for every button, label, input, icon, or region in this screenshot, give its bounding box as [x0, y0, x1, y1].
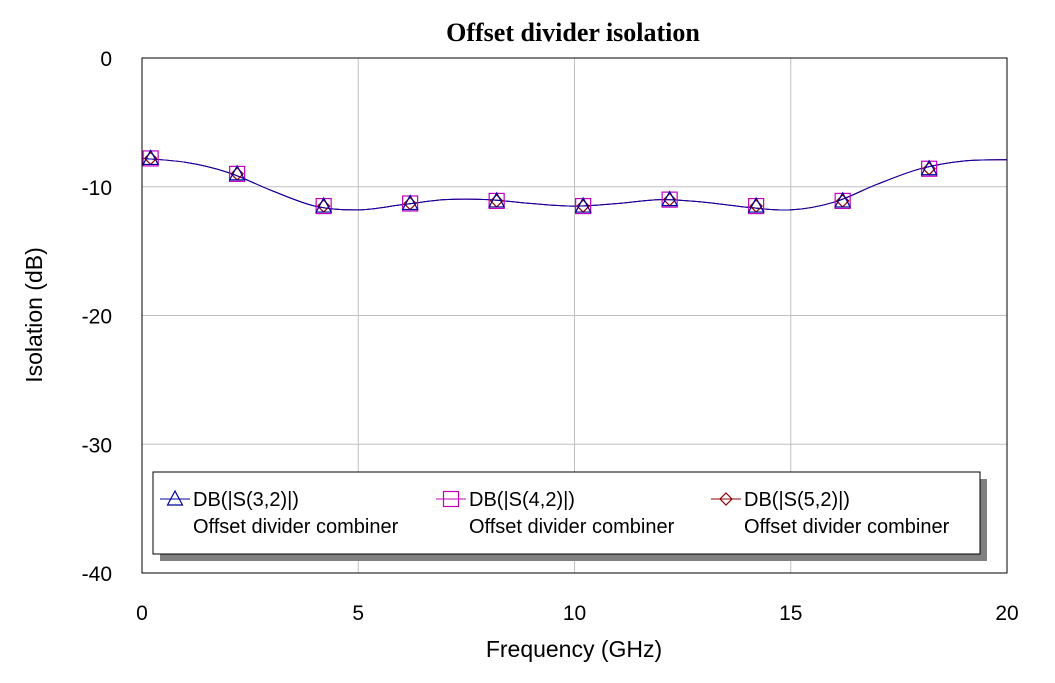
triangle-marker: [488, 191, 506, 208]
legend-diamond-icon: [719, 492, 733, 506]
y-tick-label: -40: [82, 563, 112, 586]
legend-series-name: DB(|S(3,2)|): [193, 489, 299, 511]
x-tick-label: 20: [995, 602, 1018, 625]
legend-square-icon: [442, 490, 460, 508]
triangle-marker: [142, 149, 160, 166]
triangle-marker: [315, 196, 333, 213]
series-lines: [141, 157, 1008, 211]
x-tick-label: 15: [779, 602, 802, 625]
legend-series-subtitle: Offset divider combiner: [744, 516, 950, 538]
legend-triangle-icon: [166, 489, 184, 506]
triangle-marker: [661, 190, 679, 207]
legend-series-subtitle: Offset divider combiner: [193, 516, 399, 538]
y-tick-label: -10: [82, 177, 112, 200]
series-line-triangle: [141, 157, 1008, 211]
triangle-marker: [747, 196, 765, 213]
x-tick-label: 10: [563, 602, 586, 625]
legend-series-subtitle: Offset divider combiner: [469, 516, 675, 538]
y-tick-label: -30: [82, 434, 112, 457]
y-tick-label: 0: [100, 48, 112, 71]
triangle-marker: [920, 159, 938, 176]
triangle-marker: [574, 196, 592, 213]
x-axis-label: Frequency (GHz): [486, 636, 662, 662]
y-axis-label: Isolation (dB): [21, 247, 47, 383]
x-tick-label: 5: [352, 602, 364, 625]
plot-frame: [141, 57, 1008, 574]
chart-title: Offset divider isolation: [446, 18, 700, 47]
triangle-marker: [834, 191, 852, 208]
triangle-marker: [228, 164, 246, 181]
y-tick-label: -20: [82, 306, 112, 329]
legend-series-name: DB(|S(5,2)|): [744, 489, 850, 511]
x-tick-label: 0: [136, 602, 148, 625]
triangle-marker: [401, 194, 419, 211]
legend-box: [152, 471, 981, 555]
legend-series-name: DB(|S(4,2)|): [469, 489, 575, 511]
series-markers: [142, 149, 938, 215]
tick-labels: 0 5 10 15 20 0 -10 -20 -30 -40: [82, 48, 1019, 625]
legend: DB(|S(3,2)|) Offset divider combiner DB(|S…: [152, 471, 987, 561]
grid: [142, 58, 1007, 573]
